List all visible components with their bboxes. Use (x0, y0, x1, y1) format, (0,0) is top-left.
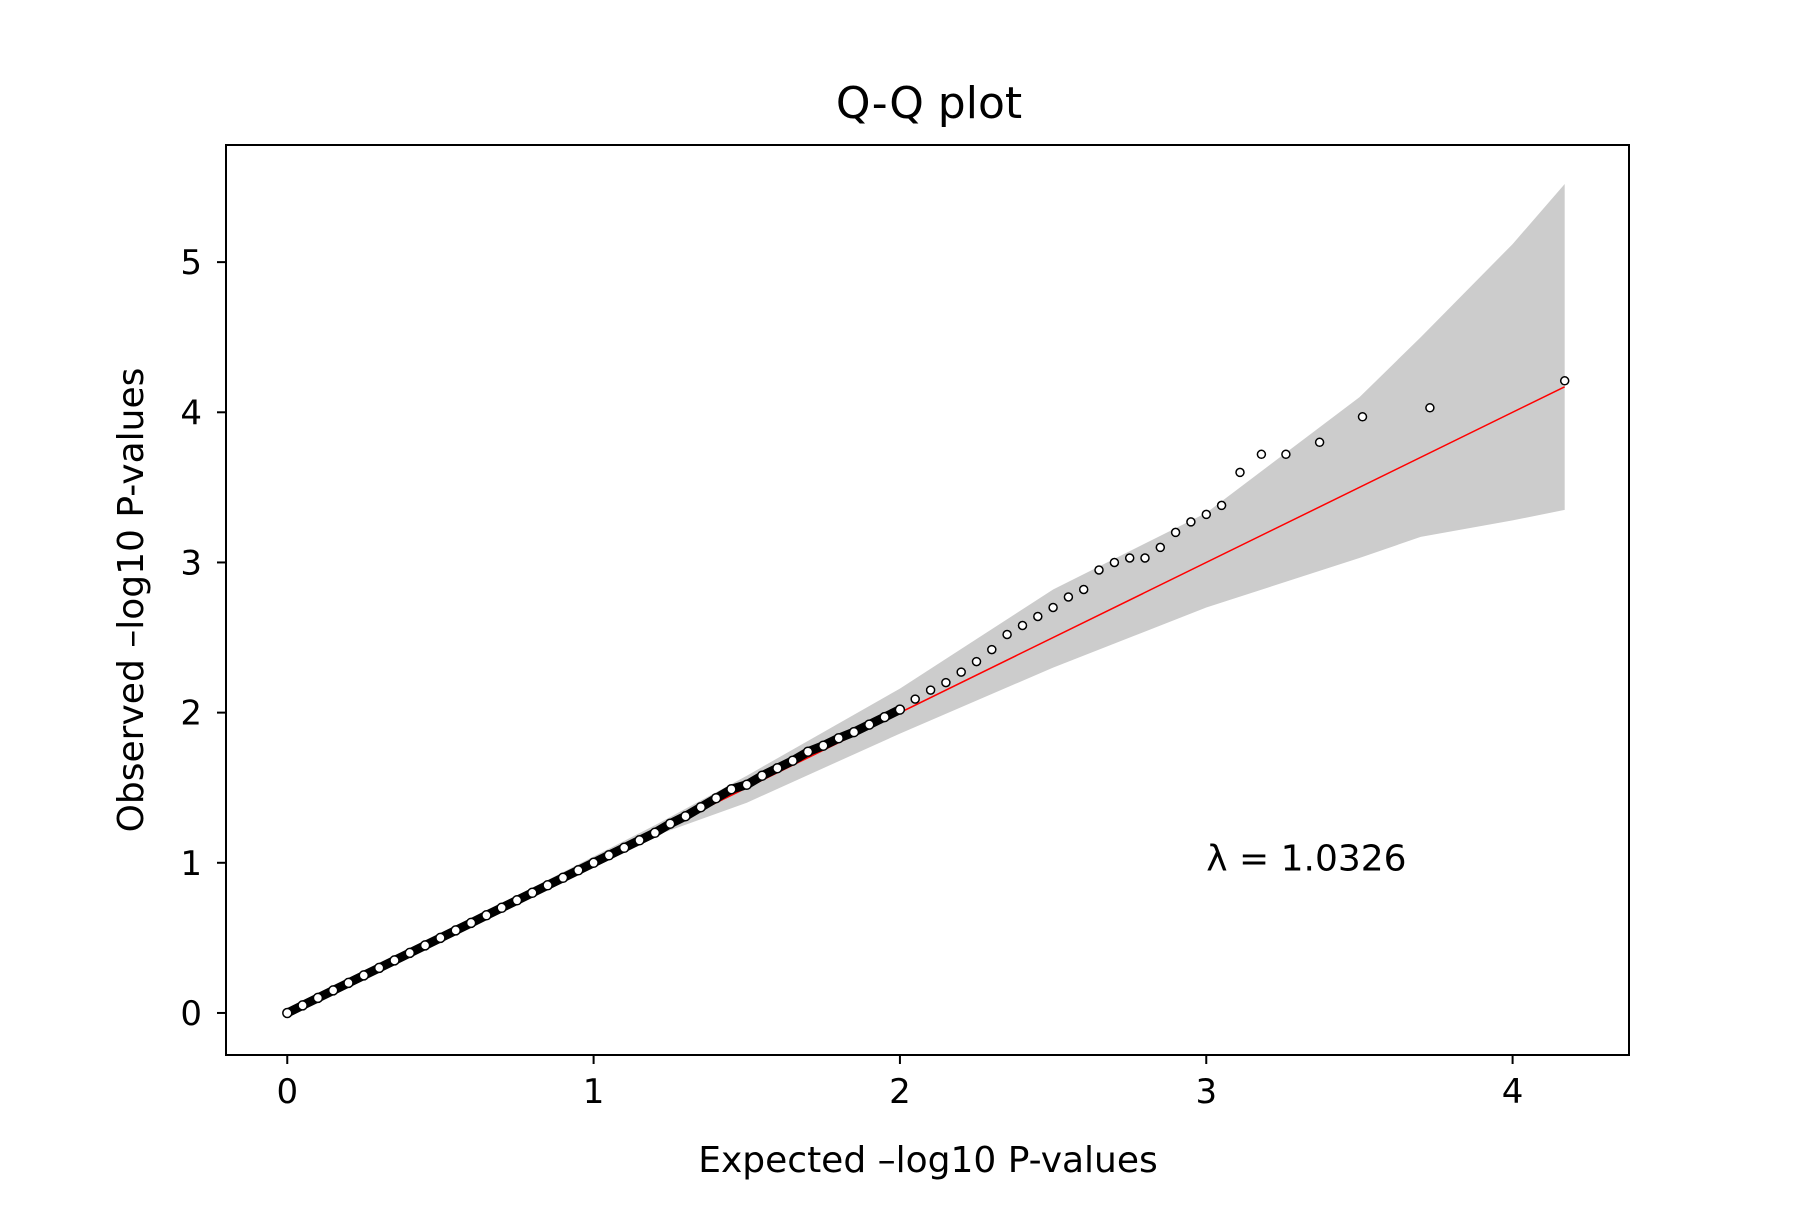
data-point (879, 711, 890, 723)
data-point (588, 857, 599, 869)
data-point (1017, 620, 1028, 631)
data-point (756, 770, 768, 781)
data-point (297, 1000, 308, 1011)
data-point (1216, 500, 1227, 511)
data-point (1078, 584, 1089, 595)
data-point (557, 872, 569, 884)
data-point (389, 955, 400, 966)
data-point (282, 1007, 293, 1019)
y-tick-label: 1 (180, 844, 202, 884)
data-point (956, 667, 966, 677)
data-point (1109, 557, 1120, 568)
data-point (404, 947, 416, 959)
data-point (1002, 629, 1012, 640)
x-axis-label: Expected –log10 P-values (698, 1140, 1158, 1181)
y-tick-label: 4 (180, 393, 202, 433)
plot-area (282, 184, 1570, 1019)
data-point (1559, 376, 1570, 386)
y-axis-label: Observed –log10 P-values (111, 368, 152, 833)
data-point (465, 917, 477, 929)
data-point (1155, 542, 1166, 553)
data-point (573, 865, 584, 876)
data-point (910, 694, 920, 704)
data-point (1063, 592, 1074, 602)
data-point (741, 779, 753, 790)
data-point (603, 850, 615, 861)
data-point (1357, 412, 1368, 422)
data-point (818, 740, 829, 751)
lambda-annotation: λ = 1.0326 (1206, 838, 1406, 879)
x-tick-label: 0 (276, 1072, 298, 1112)
y-tick-label: 5 (180, 243, 202, 283)
data-point (450, 925, 461, 936)
data-point (1048, 602, 1058, 613)
data-point (373, 962, 385, 974)
data-point (435, 932, 446, 944)
data-point (1235, 467, 1245, 478)
data-point (634, 835, 645, 846)
x-tick-label: 4 (1502, 1072, 1524, 1112)
data-point (1425, 403, 1435, 413)
plot-frame (225, 144, 1630, 1056)
data-point (496, 902, 507, 914)
data-point (312, 992, 324, 1004)
data-point (1256, 449, 1267, 460)
data-point (649, 827, 661, 839)
data-point (481, 910, 492, 921)
data-point (941, 677, 951, 688)
data-point (664, 818, 676, 829)
x-tick-label: 2 (889, 1072, 911, 1112)
data-point (511, 895, 523, 906)
data-point (419, 940, 431, 951)
data-point (726, 783, 737, 795)
data-point (343, 977, 354, 989)
y-tick-label: 2 (180, 694, 202, 734)
data-point (894, 704, 906, 715)
x-tick-label: 3 (1195, 1072, 1217, 1112)
data-point (772, 762, 783, 774)
axis-ticks: 0 1 2 3 4 0 1 2 3 4 5 (180, 243, 1523, 1112)
chart-title: Q-Q plot (836, 78, 1022, 129)
data-point (710, 792, 722, 804)
data-point (1281, 449, 1291, 460)
data-point (1314, 437, 1325, 448)
data-point (327, 985, 339, 996)
data-point (864, 719, 875, 730)
data-point (971, 656, 982, 667)
confidence-band (287, 184, 1565, 1013)
data-point (1170, 527, 1181, 538)
data-point (802, 746, 814, 757)
data-point (358, 970, 370, 981)
y-tick-label: 0 (180, 994, 202, 1034)
data-point (1033, 611, 1043, 622)
data-point (848, 726, 860, 738)
data-point (680, 810, 691, 822)
data-point (527, 887, 538, 899)
data-point (787, 755, 798, 766)
x-tick-label: 1 (583, 1072, 605, 1112)
data-point (695, 801, 707, 813)
data-point (1140, 553, 1150, 563)
data-point (1094, 565, 1104, 575)
data-point (618, 842, 630, 854)
data-point (1186, 517, 1196, 527)
data-point (1201, 509, 1212, 520)
data-point (542, 880, 553, 891)
data-point (925, 685, 936, 695)
y-tick-label: 3 (180, 543, 202, 583)
data-point (833, 732, 844, 744)
data-point (987, 644, 997, 655)
data-point (1124, 553, 1135, 563)
